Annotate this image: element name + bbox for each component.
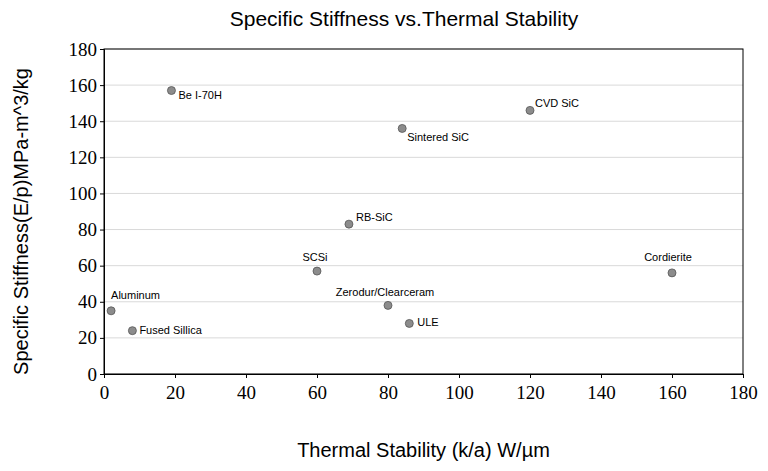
x-tick: 40	[237, 374, 256, 403]
y-tick-label: 60	[78, 255, 97, 276]
point	[526, 106, 534, 114]
y-tick-mark	[100, 121, 104, 122]
y-tick-label: 80	[78, 219, 97, 240]
grid-line	[104, 301, 743, 302]
point	[128, 327, 136, 335]
plot-frame	[104, 49, 743, 374]
x-tick: 0	[100, 374, 110, 403]
y-tick: 140	[69, 111, 105, 132]
y-tick-mark	[100, 302, 104, 303]
y-tick: 40	[78, 291, 104, 312]
grid-line	[104, 121, 743, 122]
x-tick-label: 180	[729, 382, 758, 403]
x-tick: 20	[166, 374, 185, 403]
y-tick: 60	[78, 255, 104, 276]
point-label: SCSi	[302, 251, 327, 263]
x-tick-mark	[601, 374, 602, 378]
y-axis-title: Specific Stiffness(E/p)MPa-m^3/kg	[10, 68, 32, 375]
y-tick-mark	[100, 374, 104, 375]
x-tick-label: 60	[308, 382, 327, 403]
x-tick: 120	[516, 374, 545, 403]
point	[398, 124, 406, 132]
x-tick: 140	[587, 374, 616, 403]
y-tick: 160	[69, 75, 105, 96]
point	[313, 267, 321, 275]
point-label: Sintered SiC	[407, 131, 469, 143]
x-axis-title: Thermal Stability (k/a) W/µm	[297, 439, 550, 461]
point-label: Fused Sillica	[139, 324, 202, 336]
y-tick-mark	[100, 266, 104, 267]
y-tick: 20	[78, 327, 104, 348]
y-tick: 120	[69, 147, 105, 168]
point	[405, 319, 413, 327]
x-tick: 60	[308, 374, 327, 403]
grid-line	[104, 265, 743, 266]
axis-line	[105, 375, 744, 379]
y-tick-mark	[100, 230, 104, 231]
grid-line	[104, 229, 743, 230]
x-tick: 100	[445, 374, 474, 403]
point-label: ULE	[417, 316, 438, 328]
y-tick: 0	[88, 364, 105, 385]
point	[668, 269, 676, 277]
grid-line	[104, 193, 743, 194]
point-labels: Be I-70H CVD SiC Sintered SiC RB-SiC SCSi Cor…	[111, 89, 692, 336]
grid-line	[104, 337, 743, 338]
x-tick-mark	[317, 374, 318, 378]
y-tick-mark	[100, 193, 104, 194]
point-label: Zerodur/Clearceram	[336, 286, 434, 298]
grid-line	[104, 157, 743, 158]
x-tick-mark	[246, 374, 247, 378]
y-tick-label: 100	[69, 183, 98, 204]
point-label: CVD SiC	[535, 97, 579, 109]
x-tick-label: 140	[587, 382, 616, 403]
y-tick-label: 0	[88, 364, 98, 385]
x-tick-label: 100	[445, 382, 474, 403]
point	[345, 220, 353, 228]
point-label: RB-SiC	[356, 211, 393, 223]
y-tick-label: 160	[69, 75, 98, 96]
y-tick-mark	[100, 49, 104, 50]
x-tick: 160	[658, 374, 687, 403]
point	[167, 87, 175, 95]
x-tick-mark	[672, 374, 673, 378]
y-tick-label: 120	[69, 147, 98, 168]
x-tick-mark	[530, 374, 531, 378]
y-tick-label: 180	[69, 39, 98, 60]
x-tick-label: 120	[516, 382, 545, 403]
x-tick-mark	[175, 374, 176, 378]
y-tick: 100	[69, 183, 105, 204]
x-tick-mark	[459, 374, 460, 378]
x-tick: 180	[729, 374, 758, 403]
point-label: Be I-70H	[178, 89, 221, 101]
grid-line	[104, 85, 743, 86]
x-tick-label: 80	[379, 382, 398, 403]
point	[107, 307, 115, 315]
y-tick-mark	[100, 85, 104, 86]
point	[384, 301, 392, 309]
y-tick-label: 140	[69, 111, 98, 132]
x-tick: 80	[379, 374, 398, 403]
x-tick-label: 160	[658, 382, 687, 403]
points	[107, 87, 676, 335]
y-tick-mark	[100, 157, 104, 158]
y-tick-label: 20	[78, 327, 97, 348]
x-tick-label: 0	[100, 382, 110, 403]
title: Specific Stiffness vs.Thermal Stability	[230, 7, 579, 30]
point-label: Cordierite	[644, 251, 692, 263]
x-tick-mark	[743, 374, 744, 378]
chart: Specific Stiffness vs.Thermal Stability 0…	[0, 0, 768, 471]
y-tick: 180	[69, 39, 105, 60]
y-axis: 0 20 40 60 80 100 120 140 160 180	[69, 39, 105, 385]
point-label: Aluminum	[111, 289, 160, 301]
x-axis: 0 20 40 60 80 100 120 140 160 180	[100, 374, 758, 403]
y-tick-label: 40	[78, 291, 97, 312]
x-tick-label: 20	[166, 382, 185, 403]
grid	[104, 49, 743, 374]
y-tick-mark	[100, 338, 104, 339]
x-tick-mark	[388, 374, 389, 378]
y-tick: 80	[78, 219, 104, 240]
x-tick-label: 40	[237, 382, 256, 403]
